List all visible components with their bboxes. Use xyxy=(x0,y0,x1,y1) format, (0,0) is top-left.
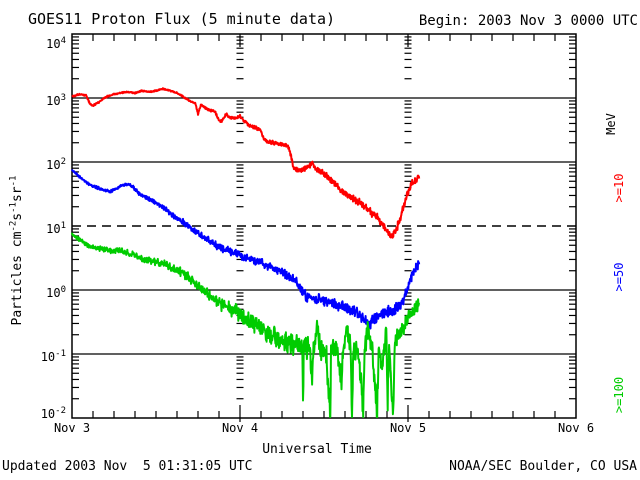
x-tick-label: Nov 4 xyxy=(221,421,259,435)
source-attribution: NOAA/SEC Boulder, CO USA xyxy=(449,459,637,474)
y-tick-label: 10-1 xyxy=(40,349,66,364)
series-p_gt50 xyxy=(71,169,421,330)
series-p_gt100 xyxy=(71,232,421,418)
y-tick-label: 102 xyxy=(46,157,66,172)
y-axis-title-text: Particles cm xyxy=(9,231,25,326)
legend-entry-100: >=100 xyxy=(612,376,626,414)
y-axis-title-sup: -1 xyxy=(8,175,19,187)
chart-title: GOES11 Proton Flux (5 minute data) xyxy=(28,10,336,28)
y-axis-title-sup: -2 xyxy=(8,220,19,232)
y-axis-title-text: s xyxy=(9,212,25,221)
y-tick-label: 10-2 xyxy=(40,406,66,421)
x-tick-label: Nov 6 xyxy=(557,421,595,435)
y-tick-label: 103 xyxy=(46,93,66,108)
y-tick-label: 101 xyxy=(46,221,66,236)
y-axis-title-text: sr xyxy=(9,186,25,203)
y-tick-label: 100 xyxy=(46,285,66,300)
y-tick-label: 104 xyxy=(46,36,66,51)
plot-frame xyxy=(71,33,577,419)
x-tick-label: Nov 5 xyxy=(389,421,427,435)
legend-entry-50: >=50 xyxy=(612,262,626,292)
y-axis-title-sup: -1 xyxy=(8,202,19,213)
legend-entry-10: >=10 xyxy=(612,173,626,203)
y-axis-title: Particles cm-2s-1sr-1 xyxy=(9,151,26,351)
updated-timestamp: Updated 2003 Nov 5 01:31:05 UTC xyxy=(2,459,253,474)
series-p_gt10 xyxy=(71,87,421,239)
x-axis-title: Universal Time xyxy=(262,442,372,457)
x-tick-label: Nov 3 xyxy=(53,421,91,435)
begin-timestamp: Begin: 2003 Nov 3 0000 UTC xyxy=(418,13,638,29)
